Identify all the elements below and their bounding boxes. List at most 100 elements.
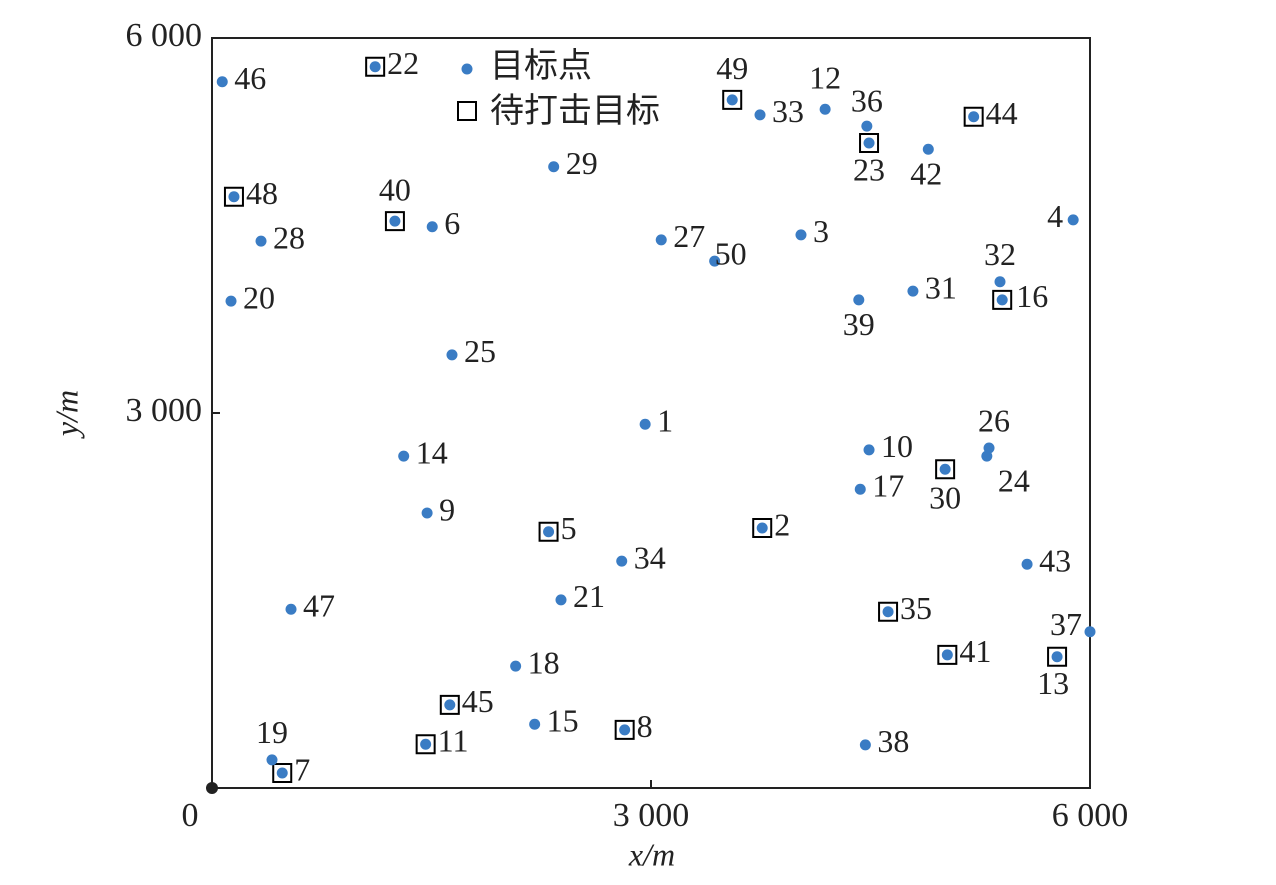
point-label: 18 bbox=[528, 644, 560, 680]
point bbox=[639, 418, 651, 430]
point bbox=[616, 555, 628, 567]
point-label: 35 bbox=[900, 590, 932, 626]
target-box bbox=[1047, 646, 1068, 667]
point bbox=[994, 276, 1006, 288]
point-label: 33 bbox=[772, 93, 804, 129]
point bbox=[266, 754, 278, 766]
point-label: 46 bbox=[234, 60, 266, 96]
point bbox=[795, 229, 807, 241]
point bbox=[819, 103, 831, 115]
plot-frame bbox=[211, 37, 1091, 789]
point bbox=[225, 295, 237, 307]
point bbox=[548, 161, 560, 173]
point-label: 41 bbox=[959, 633, 991, 669]
point bbox=[859, 739, 871, 751]
target-box bbox=[752, 518, 773, 538]
point-label: 24 bbox=[998, 462, 1030, 498]
target-box bbox=[439, 694, 460, 715]
point bbox=[853, 294, 865, 306]
point bbox=[398, 450, 410, 462]
point-label: 3 bbox=[813, 213, 829, 249]
target-box bbox=[384, 211, 405, 232]
point-label: 20 bbox=[243, 279, 275, 315]
point bbox=[421, 507, 433, 519]
point-label: 47 bbox=[303, 588, 335, 624]
target-box bbox=[538, 521, 559, 542]
point-label: 40 bbox=[379, 171, 411, 207]
point-label: 11 bbox=[438, 723, 469, 759]
point-label: 2 bbox=[774, 506, 790, 542]
x-tick-label: 6 000 bbox=[1052, 797, 1129, 834]
point bbox=[854, 483, 866, 495]
legend-marker bbox=[461, 63, 473, 75]
point bbox=[529, 718, 541, 730]
point-label: 14 bbox=[416, 434, 448, 470]
point bbox=[939, 463, 951, 475]
point-label: 45 bbox=[462, 683, 494, 719]
point bbox=[619, 724, 631, 736]
point-label: 1 bbox=[657, 403, 673, 439]
x-tick-label: 3 000 bbox=[613, 797, 690, 834]
point-label: 9 bbox=[439, 491, 455, 527]
point bbox=[983, 442, 995, 454]
target-box bbox=[223, 186, 244, 207]
legend-marker bbox=[457, 101, 477, 121]
point bbox=[216, 76, 228, 88]
target-box bbox=[963, 106, 984, 127]
y-tick-label: 6 000 bbox=[126, 17, 203, 54]
point bbox=[922, 143, 934, 155]
point-label: 30 bbox=[929, 480, 961, 516]
point-label: 32 bbox=[984, 236, 1016, 272]
point-label: 50 bbox=[715, 235, 747, 271]
point-label: 49 bbox=[716, 50, 748, 86]
point-label: 12 bbox=[809, 60, 841, 96]
point-label: 5 bbox=[561, 510, 577, 546]
point bbox=[276, 767, 288, 779]
point bbox=[863, 444, 875, 456]
legend-label: 待打击目标 bbox=[490, 92, 660, 130]
point bbox=[444, 699, 456, 711]
point bbox=[1084, 626, 1096, 638]
target-box bbox=[937, 644, 958, 665]
point bbox=[709, 255, 721, 267]
point-label: 16 bbox=[1016, 278, 1048, 314]
point bbox=[941, 649, 953, 661]
point bbox=[655, 234, 667, 246]
target-box bbox=[992, 289, 1013, 310]
point-label: 8 bbox=[637, 708, 653, 744]
point bbox=[996, 294, 1008, 306]
point bbox=[389, 215, 401, 227]
point bbox=[1051, 651, 1063, 663]
point-label: 23 bbox=[853, 151, 885, 187]
point bbox=[555, 594, 567, 606]
point bbox=[228, 191, 240, 203]
y-tick-label: 3 000 bbox=[126, 392, 203, 429]
point bbox=[446, 349, 458, 361]
point-label: 43 bbox=[1039, 543, 1071, 579]
point-label: 22 bbox=[387, 45, 419, 81]
point-label: 21 bbox=[573, 578, 605, 614]
point-label: 6 bbox=[444, 205, 460, 241]
target-box bbox=[365, 56, 386, 77]
point bbox=[726, 94, 738, 106]
target-box bbox=[935, 459, 956, 480]
point-label: 4 bbox=[1047, 198, 1063, 234]
point-label: 29 bbox=[566, 145, 598, 181]
point-label: 13 bbox=[1037, 665, 1069, 701]
point-label: 27 bbox=[673, 218, 705, 254]
point-label: 31 bbox=[925, 269, 957, 305]
point bbox=[882, 606, 894, 618]
point bbox=[907, 285, 919, 297]
point bbox=[255, 235, 267, 247]
target-box bbox=[878, 601, 899, 622]
point bbox=[426, 221, 438, 233]
target-box bbox=[415, 734, 436, 755]
point-label: 37 bbox=[1050, 606, 1082, 642]
target-box bbox=[272, 763, 293, 783]
target-box bbox=[859, 133, 880, 153]
point-label: 19 bbox=[256, 714, 288, 750]
point-label: 44 bbox=[986, 95, 1018, 131]
point bbox=[863, 137, 875, 149]
point-label: 42 bbox=[910, 156, 942, 192]
